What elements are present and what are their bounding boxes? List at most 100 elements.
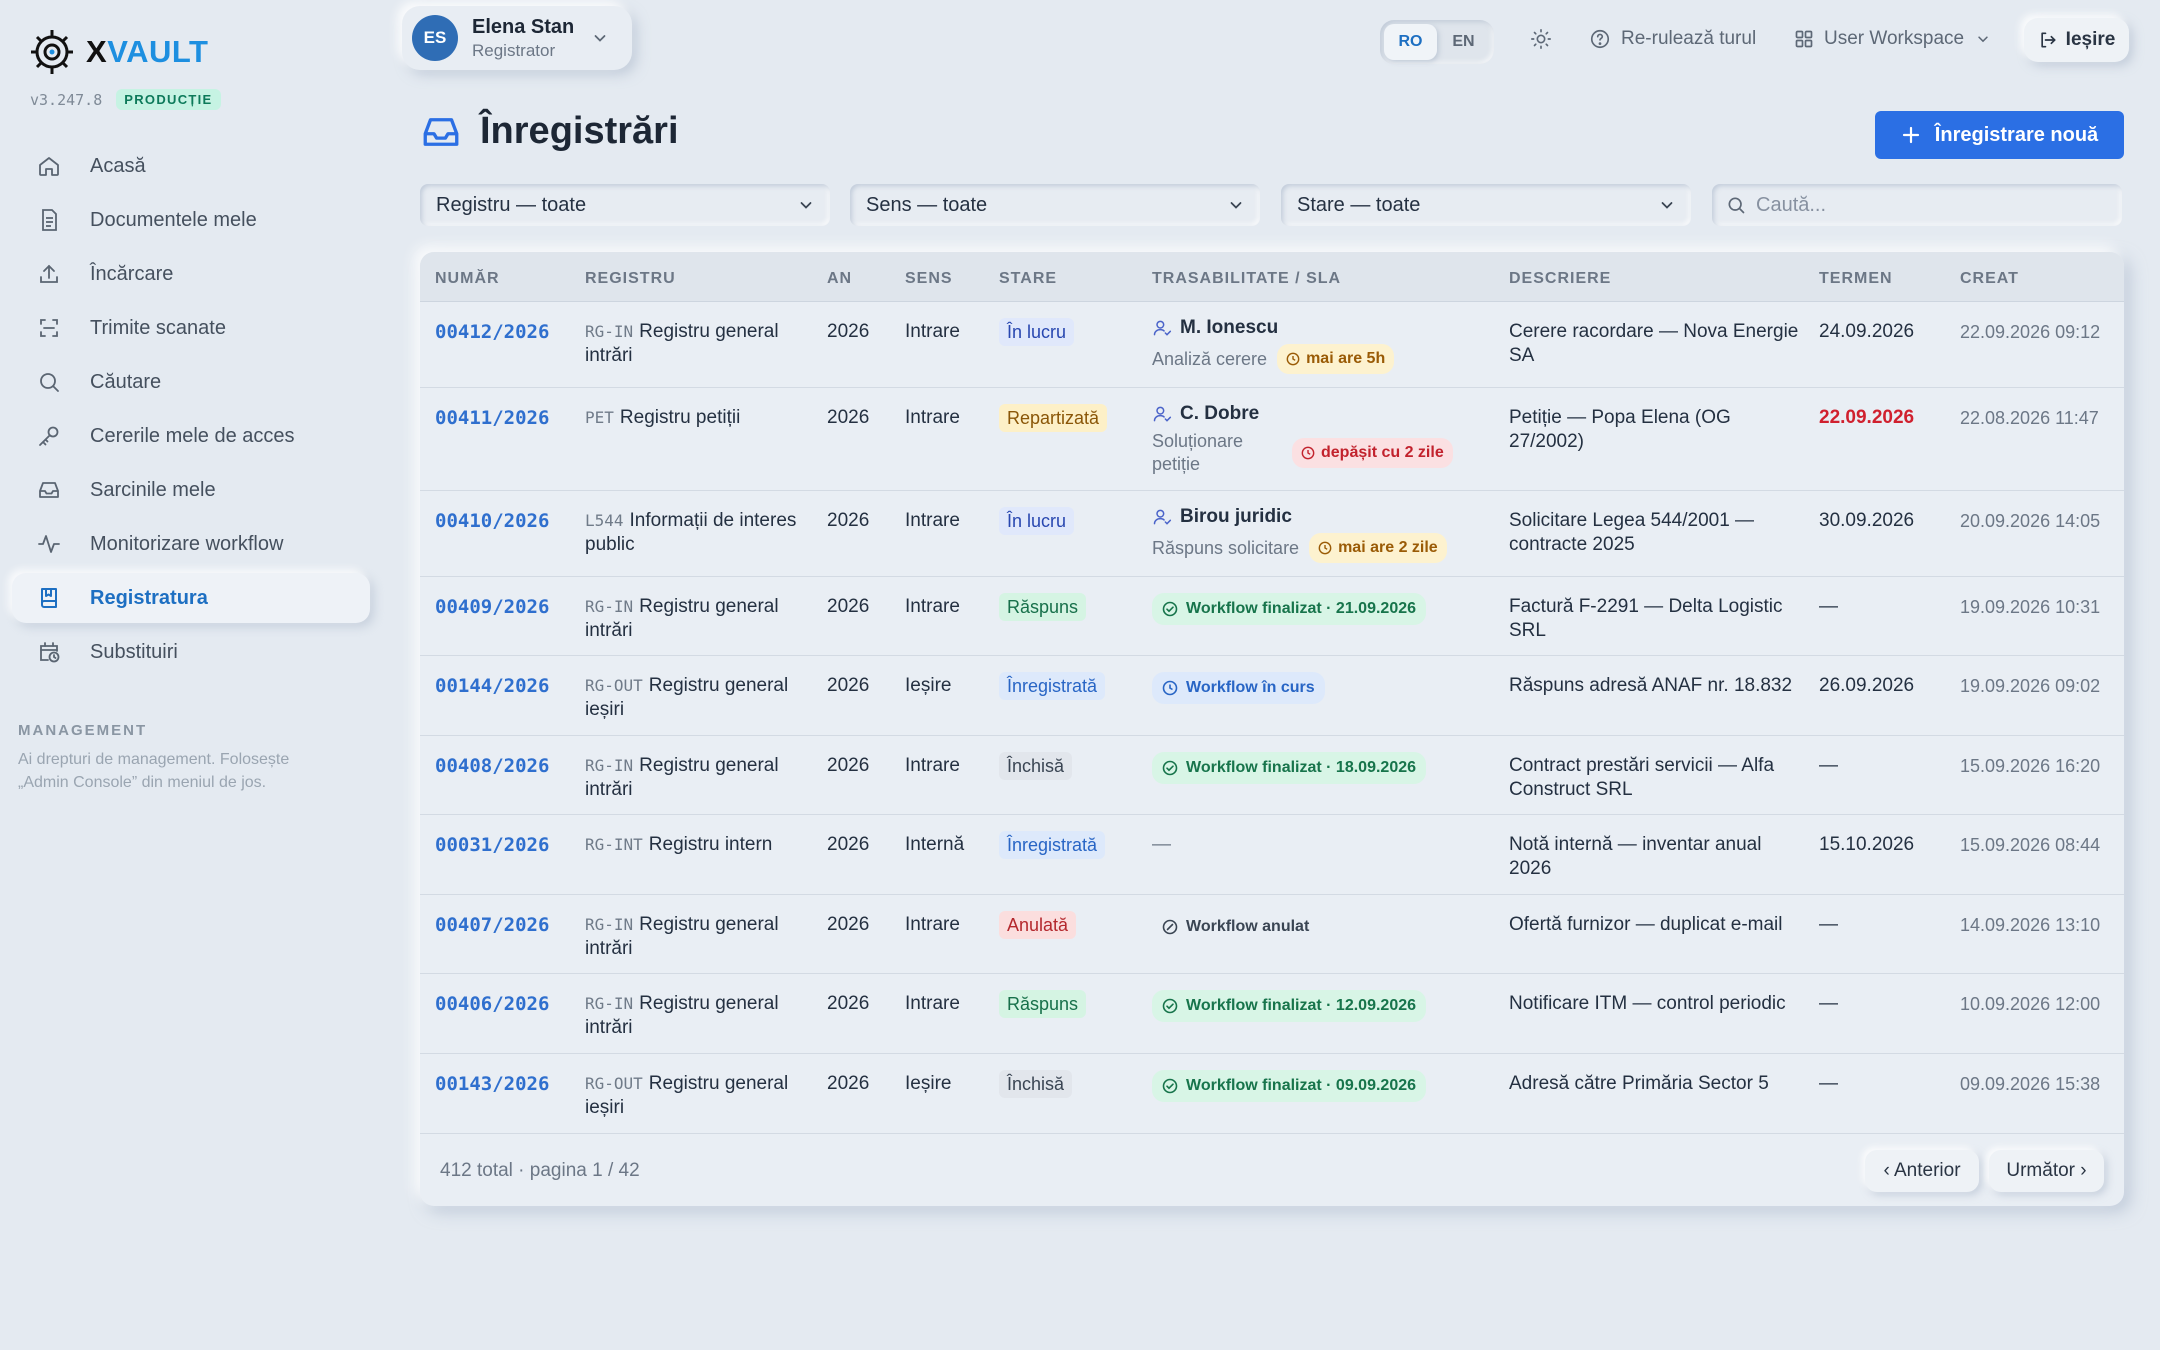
created-cell: 10.09.2026 12:00 [1960, 994, 2101, 1014]
new-registration-label: Înregistrare nouă [1934, 123, 2099, 146]
new-registration-button[interactable]: Înregistrare nouă [1875, 111, 2124, 159]
search-input[interactable] [1756, 193, 2096, 217]
next-page-button[interactable]: Următor › [1989, 1150, 2104, 1192]
table-row[interactable]: 00410/2026 L544 Informații de interes pub… [420, 491, 2124, 577]
sidebar-item-upload[interactable]: Încărcare [12, 249, 370, 299]
registration-number-link[interactable]: 00408/2026 [435, 755, 550, 777]
sidebar-item-search[interactable]: Căutare [12, 357, 370, 407]
table-row[interactable]: 00143/2026 RG-OUT Registru general ieșiri… [420, 1054, 2124, 1134]
registration-number-link[interactable]: 00144/2026 [435, 675, 550, 697]
sun-icon [1531, 29, 1551, 49]
registration-number-link[interactable]: 00410/2026 [435, 510, 550, 532]
workflow-badge: Workflow finalizat · 09.09.2026 [1152, 1070, 1427, 1102]
trace-cell: Workflow finalizat · 18.09.2026 [1152, 752, 1427, 784]
check-circle-icon [1162, 760, 1178, 776]
search-icon [1728, 197, 1745, 214]
column-header-direction[interactable]: SENS [905, 270, 953, 287]
registration-number-link[interactable]: 00409/2026 [435, 596, 550, 618]
sidebar-item-scan[interactable]: Trimite scanate [12, 303, 370, 353]
trace-cell: M. Ionescu Analiză cerere mai are 5h [1152, 316, 1492, 374]
sidebar-item-documents[interactable]: Documentele mele [12, 195, 370, 245]
scan-icon [36, 315, 62, 341]
sidebar-item-substitutions[interactable]: Substituiri [12, 627, 370, 677]
created-cell: 22.08.2026 11:47 [1960, 408, 2099, 428]
workflow-badge: Workflow în curs [1152, 672, 1325, 704]
table-row[interactable]: 00406/2026 RG-IN Registru general intrări… [420, 974, 2124, 1054]
registration-number-link[interactable]: 00406/2026 [435, 993, 550, 1015]
trace-cell: C. Dobre Soluționare petiție depășit cu 2… [1152, 402, 1492, 476]
key-icon [36, 423, 62, 449]
table-row[interactable]: 00409/2026 RG-IN Registru general intrări… [420, 577, 2124, 656]
trace-cell: Workflow anulat [1152, 911, 1319, 943]
app-logo[interactable]: XVAULT [28, 26, 208, 78]
logout-button[interactable]: Ieșire [2024, 18, 2129, 62]
previous-page-button[interactable]: ‹ Anterior [1865, 1150, 1979, 1192]
column-header-trace-sla[interactable]: TRASABILITATE / SLA [1152, 270, 1342, 287]
status-badge: Anulată [999, 911, 1077, 939]
registry-code: RG-IN [585, 756, 634, 775]
direction-cell: Ieșire [905, 675, 952, 696]
sidebar-item-acasa[interactable]: Acasă [12, 141, 370, 191]
workflow-text: Workflow finalizat · 12.09.2026 [1186, 997, 1417, 1014]
user-role: Registrator [472, 40, 556, 60]
lang-en-button[interactable]: EN [1452, 33, 1475, 50]
registry-code: RG-IN [585, 597, 634, 616]
direction-cell: Intrare [905, 510, 960, 531]
table-row[interactable]: 00411/2026 PET Registru petiții 2026 Intr… [420, 388, 2124, 491]
book-icon [36, 585, 62, 611]
column-header-registry[interactable]: REGISTRU [585, 270, 676, 287]
table-row[interactable]: 00031/2026 RG-INT Registru intern 2026 In… [420, 815, 2124, 895]
chevron-down-icon [594, 35, 606, 42]
table-row[interactable]: 00407/2026 RG-IN Registru general intrări… [420, 895, 2124, 974]
workflow-text: Workflow anulat [1186, 918, 1310, 935]
column-header-created[interactable]: CREAT [1960, 270, 2019, 287]
workspace-switcher[interactable]: User Workspace [1794, 28, 2000, 50]
deadline-cell: 30.09.2026 [1819, 510, 1915, 531]
year-cell: 2026 [827, 510, 870, 531]
registration-number-link[interactable]: 00031/2026 [435, 834, 550, 856]
user-menu[interactable]: ES Elena Stan Registrator [402, 6, 632, 70]
status-cell: Înregistrată [999, 672, 1106, 700]
column-header-number[interactable]: NUMĂR [435, 270, 500, 287]
sidebar-item-registratura[interactable]: Registratura [12, 573, 370, 623]
year-cell: 2026 [827, 755, 870, 776]
sidebar-item-tasks[interactable]: Sarcinile mele [12, 465, 370, 515]
version-label: v3.247.8 [30, 90, 103, 109]
table-header: NUMĂR REGISTRU AN SENS STARE TRASABILITA… [420, 252, 2124, 302]
description-cell: Răspuns adresă ANAF nr. 18.832 [1509, 675, 1793, 696]
management-note: Ai drepturi de management. Folosește „Ad… [18, 751, 290, 791]
status-filter-select[interactable]: Stare — toate [1281, 184, 1691, 226]
registry-filter-select[interactable]: Registru — toate [420, 184, 830, 226]
column-header-status[interactable]: STARE [999, 270, 1058, 287]
year-cell: 2026 [827, 993, 870, 1014]
created-cell: 19.09.2026 10:31 [1960, 597, 2101, 617]
assignee-name: Birou juridic [1180, 506, 1292, 527]
sla-text: mai are 2 zile [1338, 539, 1438, 556]
direction-filter-select[interactable]: Sens — toate [850, 184, 1260, 226]
year-cell: 2026 [827, 834, 870, 855]
status-badge: Repartizată [999, 404, 1108, 432]
registry-code: RG-OUT [585, 676, 643, 695]
year-cell: 2026 [827, 914, 870, 935]
registration-number-link[interactable]: 00407/2026 [435, 914, 550, 936]
column-header-description[interactable]: DESCRIERE [1509, 270, 1612, 287]
direction-cell: Intrare [905, 914, 960, 935]
document-icon [36, 207, 62, 233]
status-badge: Înregistrată [999, 831, 1106, 859]
registry-code: RG-OUT [585, 1074, 643, 1093]
chevron-down-icon [1978, 36, 1988, 43]
rerun-tour-button[interactable]: Re-rulează turul [1589, 28, 1756, 50]
lang-ro-button[interactable]: RO [1384, 24, 1437, 60]
registration-number-link[interactable]: 00412/2026 [435, 321, 550, 343]
registry-code: RG-IN [585, 915, 634, 934]
column-header-deadline[interactable]: TERMEN [1819, 270, 1893, 287]
sidebar-item-access-requests[interactable]: Cererile mele de acces [12, 411, 370, 461]
table-row[interactable]: 00408/2026 RG-IN Registru general intrări… [420, 736, 2124, 815]
registration-number-link[interactable]: 00143/2026 [435, 1073, 550, 1095]
table-row[interactable]: 00144/2026 RG-OUT Registru general ieșiri… [420, 656, 2124, 736]
sidebar-item-workflow-monitor[interactable]: Monitorizare workflow [12, 519, 370, 569]
table-row[interactable]: 00412/2026 RG-IN Registru general intrări… [420, 302, 2124, 388]
column-header-year[interactable]: AN [827, 270, 853, 287]
theme-toggle[interactable] [1530, 28, 1562, 50]
registration-number-link[interactable]: 00411/2026 [435, 407, 550, 429]
